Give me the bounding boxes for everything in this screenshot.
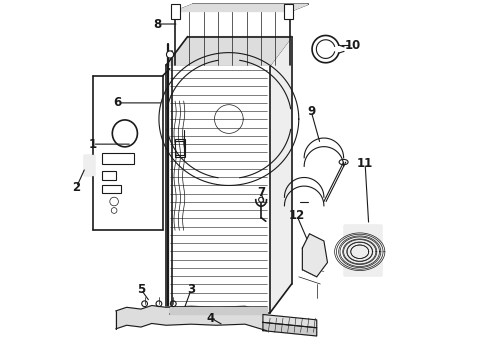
Text: 1: 1 bbox=[89, 138, 97, 150]
Text: 4: 4 bbox=[207, 311, 215, 325]
Text: 11: 11 bbox=[357, 157, 373, 170]
Polygon shape bbox=[84, 155, 94, 175]
Polygon shape bbox=[166, 37, 292, 65]
Polygon shape bbox=[263, 322, 317, 336]
Text: 5: 5 bbox=[137, 283, 145, 296]
Text: 8: 8 bbox=[153, 18, 161, 31]
Text: 3: 3 bbox=[187, 283, 196, 296]
Text: 10: 10 bbox=[344, 39, 361, 52]
Polygon shape bbox=[170, 307, 267, 315]
Polygon shape bbox=[93, 76, 163, 230]
Polygon shape bbox=[263, 315, 317, 328]
Bar bbox=[285, 4, 294, 19]
Polygon shape bbox=[270, 37, 292, 313]
Polygon shape bbox=[166, 65, 270, 313]
Text: 2: 2 bbox=[73, 181, 80, 194]
Polygon shape bbox=[175, 4, 308, 12]
Text: 9: 9 bbox=[307, 105, 316, 118]
Bar bbox=[172, 4, 180, 19]
Bar bbox=[101, 185, 122, 193]
Text: 12: 12 bbox=[289, 210, 305, 222]
Polygon shape bbox=[343, 225, 381, 275]
Circle shape bbox=[259, 197, 264, 202]
Polygon shape bbox=[302, 234, 327, 277]
Text: 7: 7 bbox=[257, 186, 265, 199]
Bar bbox=[175, 139, 185, 157]
Polygon shape bbox=[116, 306, 267, 330]
Bar bbox=[101, 171, 116, 180]
Bar bbox=[101, 153, 134, 164]
Text: 6: 6 bbox=[114, 96, 122, 109]
Circle shape bbox=[167, 51, 173, 58]
